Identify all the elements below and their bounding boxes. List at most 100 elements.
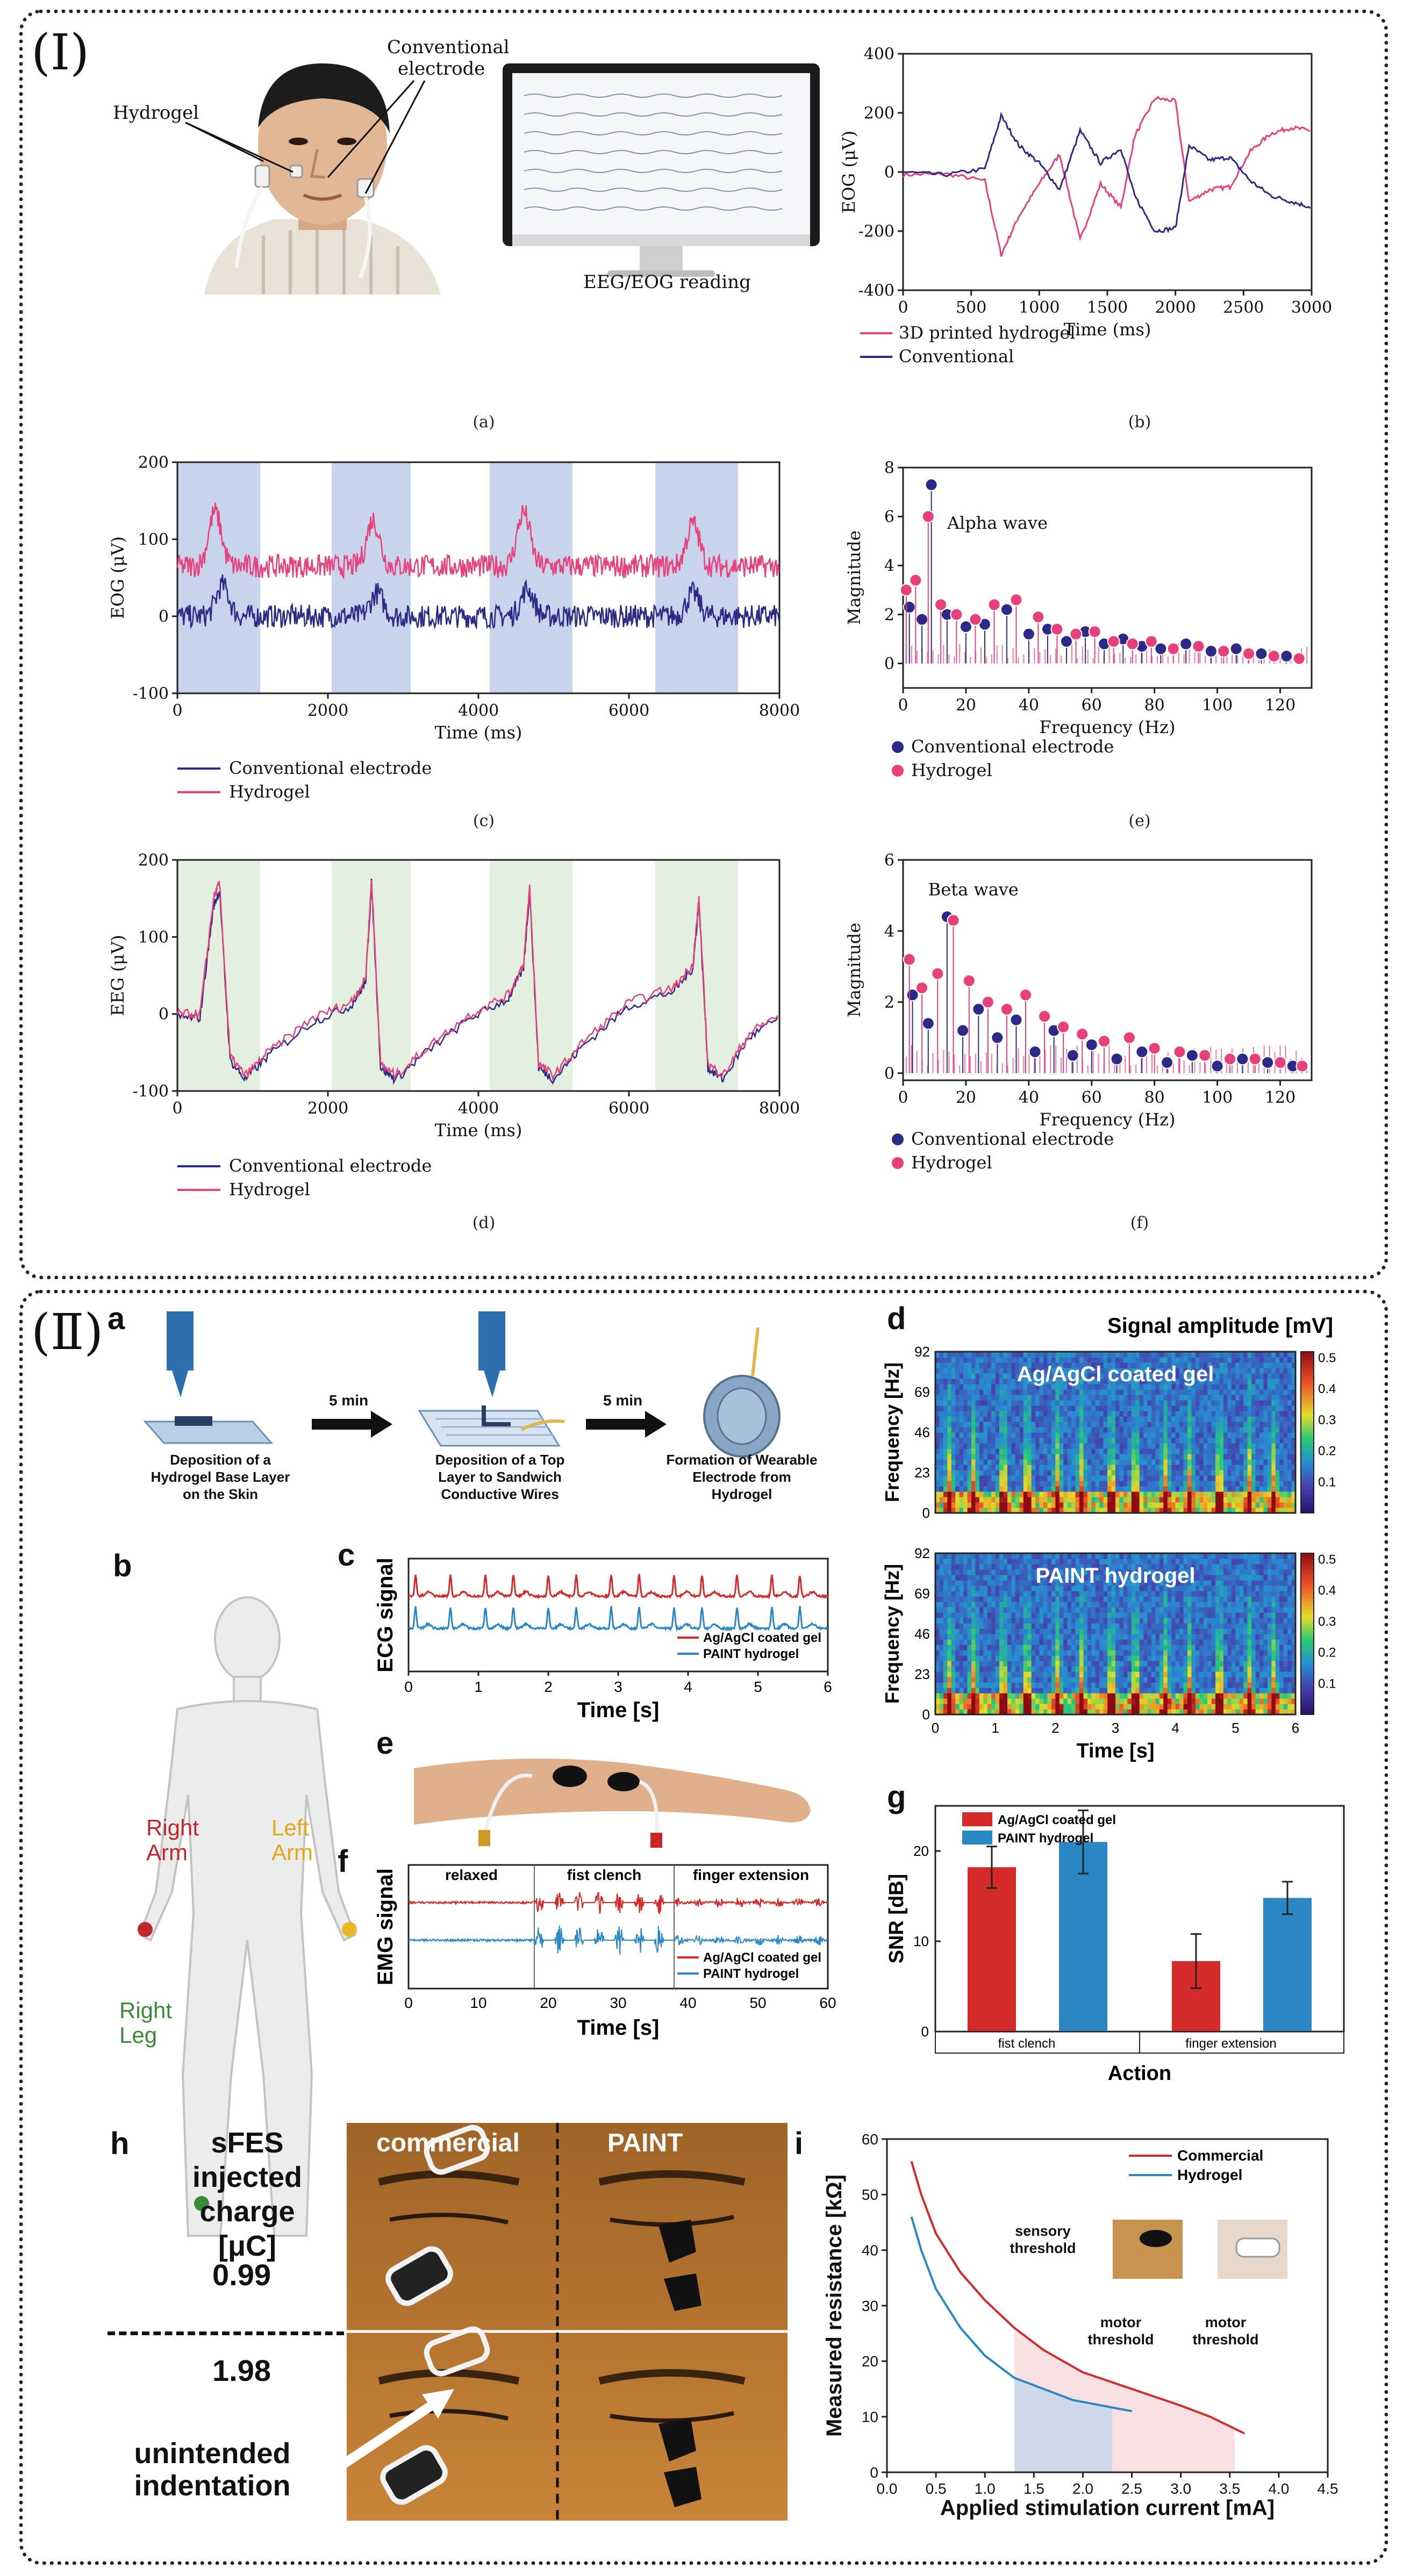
heat-cell xyxy=(1119,1639,1124,1645)
heat-cell xyxy=(943,1666,948,1672)
heat-cell xyxy=(1055,1416,1060,1422)
heat-cell xyxy=(1039,1357,1044,1363)
heat-cell xyxy=(1287,1384,1292,1390)
heat-cell xyxy=(1147,1585,1152,1591)
heat-cell xyxy=(951,1688,956,1694)
heat-cell xyxy=(1083,1575,1088,1581)
heat-cell xyxy=(947,1389,952,1395)
heat-cell xyxy=(1135,1508,1140,1513)
heat-cell xyxy=(987,1559,992,1565)
heat-cell xyxy=(1163,1497,1168,1503)
heat-cell xyxy=(1115,1389,1120,1395)
x-tick-label: 2000 xyxy=(1155,298,1196,317)
colorbar-cell xyxy=(1301,1462,1314,1465)
heat-cell xyxy=(1243,1368,1248,1374)
heat-cell xyxy=(1095,1688,1100,1694)
heat-cell xyxy=(1207,1486,1212,1492)
heat-cell xyxy=(1251,1508,1256,1513)
y-tick-label: 92 xyxy=(914,1344,930,1360)
heat-cell xyxy=(1155,1486,1160,1492)
legend-marker xyxy=(892,1133,904,1145)
heat-cell xyxy=(991,1559,996,1565)
heat-cell xyxy=(1091,1352,1096,1358)
plot-frame xyxy=(934,1351,1297,1514)
heat-cell xyxy=(1023,1628,1028,1634)
heat-cell xyxy=(1067,1709,1072,1715)
heat-cell xyxy=(1099,1559,1104,1565)
heat-cell xyxy=(939,1559,944,1565)
heat-cell xyxy=(1115,1486,1120,1492)
heat-cell xyxy=(1119,1650,1124,1656)
heat-cell xyxy=(1087,1559,1092,1565)
heat-cell xyxy=(1111,1639,1116,1645)
heat-cell xyxy=(983,1655,988,1661)
heat-cell xyxy=(1103,1362,1108,1368)
heat-cell xyxy=(1127,1502,1132,1508)
heat-cell xyxy=(1007,1362,1012,1368)
heat-cell xyxy=(1035,1575,1040,1581)
heat-cell xyxy=(975,1438,980,1444)
heat-cell xyxy=(1051,1693,1056,1699)
heat-cell xyxy=(975,1508,980,1513)
colorbar-cell xyxy=(1301,1422,1314,1425)
heat-cell xyxy=(995,1677,1000,1683)
heat-cell xyxy=(1027,1612,1032,1618)
heat-cell xyxy=(1083,1443,1088,1449)
heat-cell xyxy=(1135,1491,1140,1497)
heat-cell xyxy=(1163,1422,1168,1427)
colorbar-cell xyxy=(1301,1419,1314,1422)
heat-cell xyxy=(1123,1481,1128,1487)
heat-cell xyxy=(1127,1389,1132,1395)
heat-cell xyxy=(1055,1427,1060,1433)
heat-cell xyxy=(975,1666,980,1672)
heat-cell xyxy=(1027,1585,1032,1591)
heat-cell xyxy=(1043,1666,1048,1672)
heat-cell xyxy=(1287,1454,1292,1460)
heat-cell xyxy=(1123,1448,1128,1454)
heat-cell xyxy=(955,1575,960,1581)
heat-cell xyxy=(1139,1580,1144,1586)
heat-cell xyxy=(1111,1596,1116,1602)
heat-cell xyxy=(1119,1585,1124,1591)
heat-cell xyxy=(1291,1508,1296,1513)
heat-cell xyxy=(1207,1443,1212,1449)
heat-cell xyxy=(1075,1443,1080,1449)
heat-cell xyxy=(1263,1422,1268,1427)
heat-cell xyxy=(1187,1357,1192,1363)
heat-cell xyxy=(1215,1389,1220,1395)
heat-cell xyxy=(1023,1470,1028,1476)
heat-cell xyxy=(995,1575,1000,1581)
heat-cell xyxy=(1231,1497,1236,1503)
heat-cell xyxy=(1127,1650,1132,1656)
heat-cell xyxy=(939,1704,944,1710)
heat-cell xyxy=(1119,1591,1124,1597)
heat-cell xyxy=(1035,1655,1040,1661)
heat-cell xyxy=(1115,1362,1120,1368)
heat-cell xyxy=(959,1569,964,1575)
heat-cell xyxy=(943,1427,948,1433)
heat-cell xyxy=(983,1389,988,1395)
heat-cell xyxy=(1155,1395,1160,1401)
y-tick-label: 46 xyxy=(914,1424,930,1440)
heat-cell xyxy=(935,1502,940,1508)
heat-cell xyxy=(1067,1497,1072,1503)
heat-cell xyxy=(1023,1564,1028,1570)
heat-cell xyxy=(979,1628,984,1634)
heat-cell xyxy=(1079,1698,1084,1704)
heat-cell xyxy=(1063,1607,1068,1613)
heat-cell xyxy=(1215,1352,1220,1358)
stem-marker xyxy=(903,600,916,614)
heat-cell xyxy=(1127,1596,1132,1602)
heat-cell xyxy=(951,1650,956,1656)
heat-cell xyxy=(1127,1416,1132,1422)
heat-cell xyxy=(1147,1596,1152,1602)
heat-cell xyxy=(1007,1481,1012,1487)
heat-cell xyxy=(1095,1357,1100,1363)
heat-cell xyxy=(1151,1486,1156,1492)
heat-cell xyxy=(1123,1357,1128,1363)
heat-cell xyxy=(1003,1508,1008,1513)
heat-cell xyxy=(1055,1607,1060,1613)
heat-cell xyxy=(1267,1368,1272,1374)
heat-cell xyxy=(983,1357,988,1363)
heat-cell xyxy=(939,1438,944,1444)
